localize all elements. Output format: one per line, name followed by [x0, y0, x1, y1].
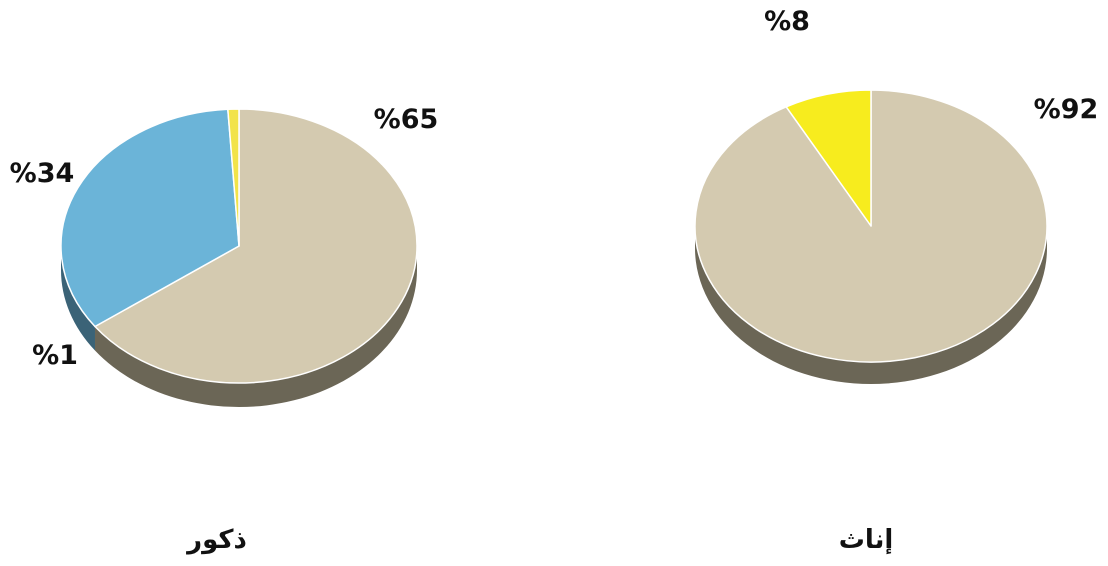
pie-chart-female — [694, 89, 1048, 384]
pie-male-slice-2 — [227, 108, 240, 247]
slice-label-male-1: %1 — [32, 340, 78, 371]
pie-male-slice-side-0 — [94, 246, 418, 408]
chart-title-female: إناث — [839, 525, 894, 555]
slice-label-male-65: %65 — [374, 104, 439, 135]
chart-title-male: ذكور — [185, 525, 247, 555]
pie-male-slice-0 — [94, 108, 418, 384]
pie-female-slice-1 — [785, 89, 872, 227]
pie-male-slice-1 — [60, 108, 240, 328]
pie-male-slice-side-1 — [61, 246, 95, 351]
pie-chart-male — [60, 108, 418, 408]
slice-label-female-92: %92 — [1034, 94, 1099, 125]
slice-label-male-34: %34 — [10, 158, 75, 189]
slice-label-female-8: %8 — [764, 6, 810, 37]
pie-female-slice-0 — [694, 89, 1048, 363]
